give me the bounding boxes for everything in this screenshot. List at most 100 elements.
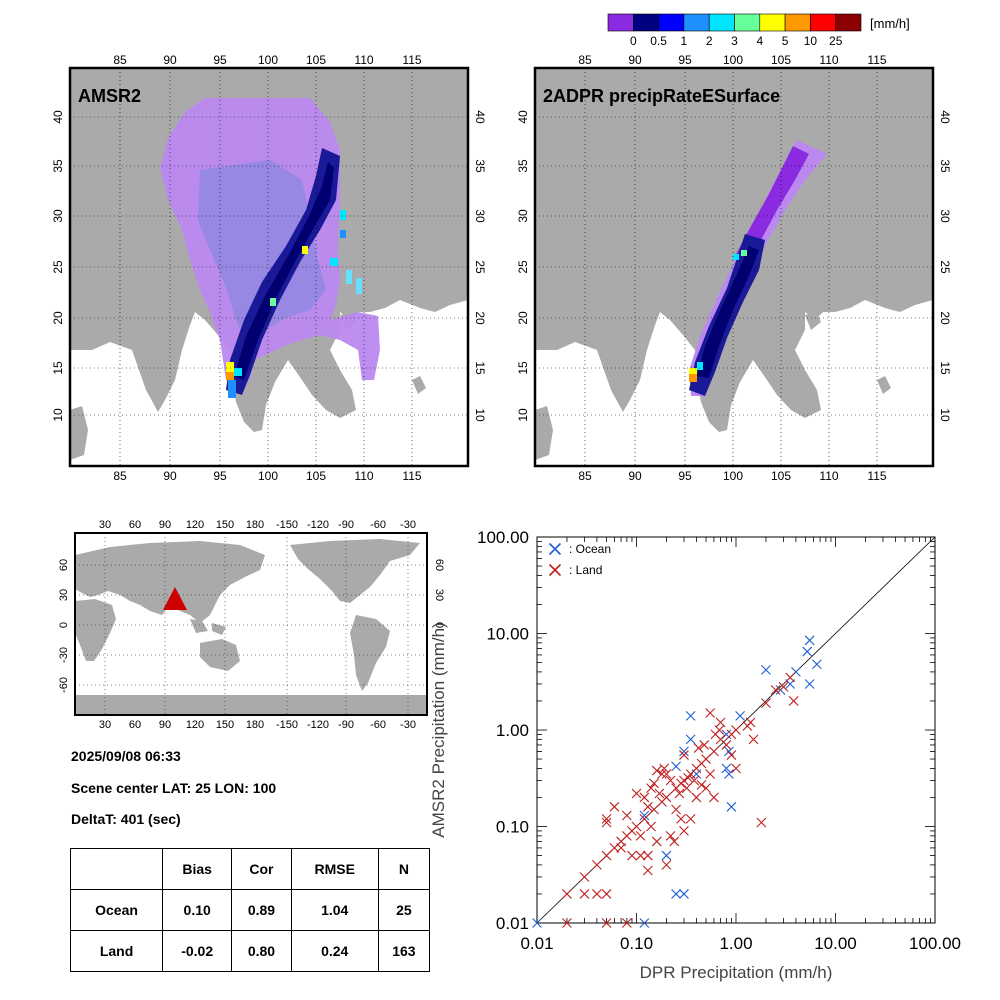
lon-label: 120 [186, 519, 204, 531]
land-point [689, 775, 700, 786]
land-point [635, 830, 646, 841]
precip-mixed-area [198, 160, 326, 340]
land-point [705, 708, 716, 718]
land-point [778, 681, 789, 692]
continent-south-america [350, 615, 390, 691]
colorbar-tick-label: 0.5 [650, 34, 667, 48]
lon-label: -30 [400, 519, 416, 531]
land-point [592, 889, 602, 899]
lon-label: 90 [163, 469, 177, 483]
x-axis-label: DPR Precipitation (mm/h) [640, 963, 833, 982]
map-area [533, 66, 935, 468]
land-point [601, 918, 612, 928]
colorbar-box [683, 13, 710, 32]
land-point [748, 734, 759, 745]
lon-label: 110 [354, 53, 373, 67]
statistics-table: Bias Cor RMSE N Ocean 0.10 0.89 1.04 25 … [69, 848, 431, 972]
precip-cell [741, 250, 747, 256]
ocean-point [804, 679, 815, 689]
map-title: 2ADPR precipRateESurface [543, 86, 780, 106]
colorbar-tick-label: 2 [706, 34, 713, 48]
legend-label: : Land [569, 563, 602, 577]
ocean-point [804, 635, 815, 646]
colorbar-box [658, 13, 685, 32]
land-point [788, 696, 799, 706]
world-lon-labels-top: 30 60 90 120 150 180 -150 -120 -90 -60 -… [99, 519, 416, 531]
land-point [679, 750, 689, 760]
land-point [601, 889, 612, 899]
lat-label: 10 [51, 408, 65, 422]
land-point [709, 792, 719, 803]
ocean-point [639, 918, 650, 928]
lon-label: -60 [370, 719, 386, 731]
table-header-cell: Bias [162, 848, 233, 890]
lon-label: 85 [113, 469, 127, 483]
colorbar-tick-labels: 0 0.5 1 2 3 4 5 10 25 [630, 34, 843, 48]
lat-label: 20 [938, 311, 952, 325]
land-point [646, 821, 656, 832]
lat-label: 35 [516, 159, 530, 173]
lon-label: 90 [159, 719, 171, 731]
land-point [671, 804, 681, 815]
land-point [659, 763, 670, 774]
legend-marker [548, 563, 562, 577]
colorbar-tick-label: 25 [829, 34, 843, 48]
table-header-cell [69, 848, 164, 890]
land-point [693, 743, 704, 753]
lon-label: 85 [113, 53, 127, 67]
precip-cell [689, 374, 697, 382]
lat-label: 25 [473, 260, 487, 274]
lat-label: 20 [473, 311, 487, 325]
ocean-point [721, 729, 732, 740]
colorbar-box [632, 13, 659, 32]
ocean-point [726, 801, 737, 812]
world-lat-labels-right: 0 30 60 [433, 559, 445, 628]
land-point [592, 860, 602, 870]
colorbar-box [734, 13, 761, 32]
ocean-point [802, 646, 813, 657]
world-map-area [74, 532, 428, 716]
lon-label: 180 [246, 519, 264, 531]
lon-label: 100 [723, 469, 743, 483]
ocean-point [679, 889, 689, 899]
world-lat-labels-left: -60 -30 0 30 60 [58, 559, 70, 693]
lon-label: 115 [402, 53, 421, 67]
colorbar-tick-label: 1 [681, 34, 688, 48]
precip-cell [697, 362, 703, 370]
scene-center: Scene center LAT: 25 LON: 100 [71, 780, 277, 796]
land-point [562, 918, 572, 928]
lat-label: 10 [473, 408, 487, 422]
land-point [696, 779, 707, 790]
land-point [601, 850, 612, 861]
lat-label: 30 [516, 209, 530, 223]
lat-label: 10 [938, 408, 952, 422]
lat-label: 30 [938, 209, 952, 223]
colorbar-box [607, 13, 634, 32]
lat-label: -30 [58, 647, 70, 663]
land-point [654, 788, 665, 799]
lon-label: 60 [129, 519, 141, 531]
colorbar-box [810, 13, 836, 32]
land-point [657, 769, 667, 779]
colorbar-box [708, 13, 735, 32]
island [412, 376, 426, 394]
table-cell: 0.10 [162, 889, 233, 931]
lon-label: -150 [276, 719, 298, 731]
lon-label: 180 [246, 719, 264, 731]
table-cell: 25 [377, 889, 431, 931]
lat-label: 40 [516, 110, 530, 124]
lat-label: 25 [516, 260, 530, 274]
land-point [701, 783, 711, 793]
lon-label: 60 [129, 719, 141, 731]
precip-cell [356, 278, 362, 294]
lat-label: 30 [433, 589, 445, 601]
land-point [770, 685, 781, 695]
land-point [635, 850, 646, 861]
land-point [579, 872, 590, 882]
land-point [669, 836, 680, 847]
land-point [665, 830, 676, 841]
land-point [621, 810, 632, 821]
land-mass [70, 406, 88, 460]
table-cell: 1.04 [290, 889, 379, 931]
precip-cell [340, 230, 346, 238]
